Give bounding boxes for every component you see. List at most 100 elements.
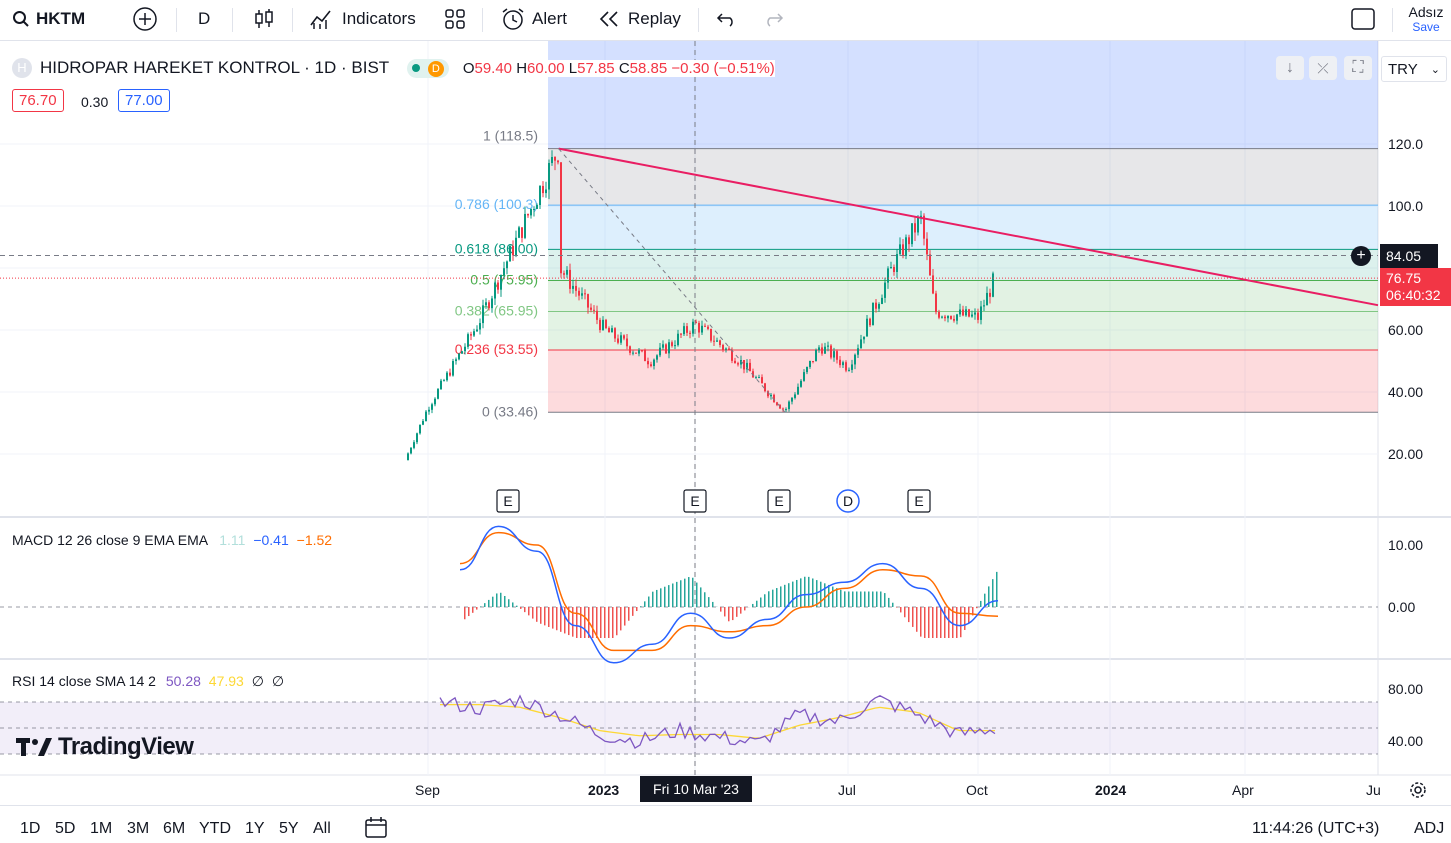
macd-histogram-bar	[628, 607, 630, 621]
candle-body	[503, 268, 505, 275]
clock-time[interactable]: 11:44:26 (UTC+3)	[1252, 820, 1379, 838]
buy-price-button[interactable]: 77.00	[118, 89, 170, 112]
undo-icon	[716, 10, 738, 28]
candle-body	[446, 373, 448, 381]
macd-histogram-bar	[508, 599, 510, 607]
candle-body	[821, 347, 823, 353]
candle-body	[509, 246, 511, 261]
candle-body	[929, 254, 931, 275]
range-5y[interactable]: 5Y	[279, 820, 299, 838]
range-3m[interactable]: 3M	[127, 820, 149, 838]
candle-body	[734, 361, 736, 363]
candle-body	[407, 453, 409, 460]
maximize-icon[interactable]: ⛶	[1344, 56, 1372, 80]
candle-body	[575, 286, 577, 291]
macd-histogram-bar	[860, 592, 862, 608]
y-tick-label: 40.00	[1388, 384, 1423, 400]
symbol-search[interactable]: HKTM	[12, 0, 85, 38]
macd-histogram-bar	[724, 607, 726, 616]
collapse-icon[interactable]: ⤫	[1309, 56, 1337, 80]
x-tick-2023: 2023	[588, 782, 619, 798]
macd-histogram-bar	[852, 592, 854, 608]
macd-histogram-bar	[484, 603, 486, 607]
macd-histogram-bar	[512, 602, 514, 607]
candle-body	[815, 350, 817, 361]
candle-body	[845, 362, 847, 370]
indicators-label: Indicators	[342, 9, 416, 29]
candle-body	[854, 355, 856, 365]
candle-body	[674, 345, 676, 346]
candle-body	[866, 319, 868, 337]
candle-body	[554, 157, 556, 161]
candle-body	[836, 351, 838, 360]
candle-body	[551, 157, 553, 163]
range-all[interactable]: All	[313, 820, 331, 838]
save-button[interactable]: Adsız Save	[1404, 4, 1448, 34]
macd-histogram-bar	[896, 607, 898, 608]
rsi-sma-value: 47.93	[209, 673, 244, 689]
replay-button[interactable]: Replay	[598, 0, 681, 38]
redo-button[interactable]	[762, 0, 784, 38]
tradingview-logo[interactable]: TradingView	[16, 733, 193, 761]
search-icon	[12, 10, 30, 28]
candle-body	[989, 293, 991, 297]
macd-histogram-bar	[828, 585, 830, 607]
macd-histogram-bar	[884, 593, 886, 607]
rsi-na-2: ∅	[272, 673, 284, 689]
candle-body	[872, 303, 874, 326]
undo-button[interactable]	[716, 0, 738, 38]
range-6m[interactable]: 6M	[163, 820, 185, 838]
settings-gear-icon[interactable]	[1408, 780, 1428, 805]
rsi-y-tick: 40.00	[1388, 733, 1423, 749]
range-1d[interactable]: 1D	[20, 820, 40, 838]
macd-histogram-bar	[980, 601, 982, 607]
compare-button[interactable]	[132, 0, 158, 38]
symbol-logo-icon: H	[12, 58, 32, 78]
macd-histogram-bar	[548, 607, 550, 627]
candle-body	[698, 323, 700, 333]
interval-button[interactable]: D	[198, 0, 210, 38]
macd-histogram-bar	[540, 607, 542, 624]
range-1y[interactable]: 1Y	[245, 820, 265, 838]
l-value: 57.85	[577, 60, 615, 77]
candle-body	[806, 367, 808, 372]
candle-body	[632, 353, 634, 354]
add-plus-icon[interactable]: +	[1351, 246, 1371, 266]
candle-body	[434, 399, 436, 405]
arrow-down-icon[interactable]: ↓	[1276, 56, 1304, 80]
chart-type-button[interactable]	[254, 0, 274, 38]
candle-body	[725, 349, 727, 350]
macd-histogram-bar	[616, 607, 618, 635]
fullscreen-button[interactable]	[1350, 0, 1376, 38]
macd-histogram-bar	[612, 607, 614, 638]
alert-button[interactable]: Alert	[500, 0, 567, 38]
candle-body	[770, 395, 772, 396]
candle-body	[788, 402, 790, 409]
range-1m[interactable]: 1M	[90, 820, 112, 838]
templates-button[interactable]	[444, 0, 466, 38]
candle-body	[518, 227, 520, 237]
change-value: −0.30 (−0.51%)	[671, 60, 774, 77]
candle-body	[812, 361, 814, 362]
adj-toggle[interactable]: ADJ	[1414, 820, 1444, 838]
macd-legend: MACD 12 26 close 9 EMA EMA 1.11 −0.41 −1…	[12, 532, 332, 548]
macd-histogram-bar	[780, 586, 782, 607]
candle-body	[506, 261, 508, 268]
candle-body	[755, 377, 757, 378]
macd-histogram-bar	[620, 607, 622, 630]
candle-body	[785, 409, 787, 410]
range-ytd[interactable]: YTD	[199, 820, 231, 838]
candle-body	[935, 293, 937, 312]
c-value: 58.85	[630, 60, 668, 77]
range-5d[interactable]: 5D	[55, 820, 75, 838]
candle-body	[464, 347, 466, 351]
currency-select[interactable]: TRY ⌄	[1381, 56, 1447, 82]
candle-body	[569, 270, 571, 289]
candle-body	[677, 334, 679, 345]
calendar-icon[interactable]	[364, 816, 388, 843]
sell-price-button[interactable]: 76.70	[12, 89, 64, 112]
macd-histogram-bar	[832, 587, 834, 607]
indicators-button[interactable]: Indicators	[310, 0, 416, 38]
candle-body	[470, 334, 472, 335]
market-status-badge[interactable]: D	[407, 59, 449, 78]
